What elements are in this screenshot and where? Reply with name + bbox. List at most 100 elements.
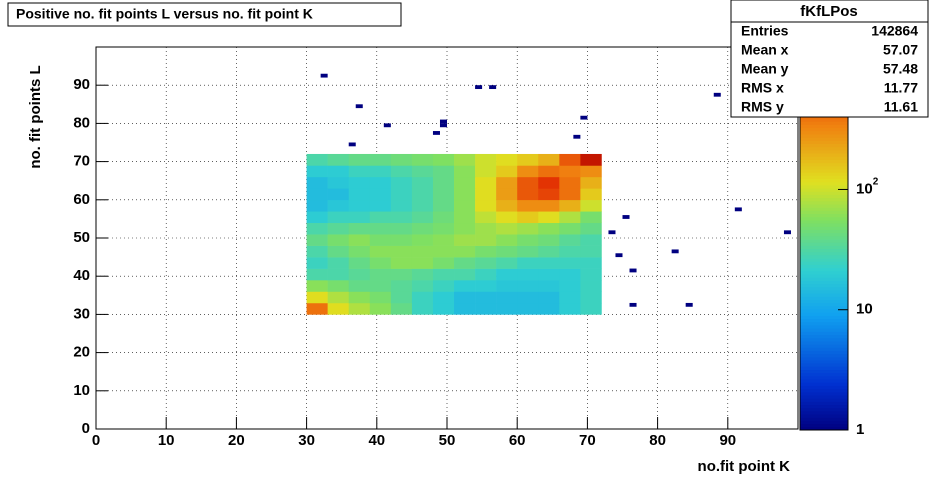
y-tick-label: 90	[73, 76, 90, 93]
palette-step	[800, 394, 848, 399]
heatmap-cell	[306, 153, 328, 166]
palette-step	[800, 404, 848, 409]
heatmap-cell	[496, 302, 518, 315]
isolated-bin	[432, 131, 440, 135]
heatmap-cell	[475, 234, 497, 246]
heatmap-cell	[327, 176, 350, 189]
isolated-bin	[783, 230, 791, 235]
palette-step	[800, 426, 848, 431]
z-tick-label: 102	[856, 176, 879, 197]
heatmap-cell	[517, 302, 539, 315]
heatmap-cell	[580, 291, 602, 304]
heatmap-cell	[475, 188, 497, 201]
heatmap-cell	[517, 165, 539, 178]
x-tick-label: 30	[298, 432, 315, 449]
palette-step	[800, 334, 848, 339]
heatmap-cell	[306, 188, 328, 201]
plot-area: 0 10 20 30 40 50 60 70 80 90 0 10 20 30 40 50 60 70 80 90	[73, 46, 799, 449]
heatmap-cell	[432, 199, 455, 212]
isolated-bin	[439, 119, 447, 124]
palette-step	[800, 121, 848, 125]
palette-step	[800, 149, 848, 154]
heatmap-cell	[390, 234, 413, 246]
palette-step	[800, 191, 848, 195]
heatmap-cell	[580, 188, 602, 201]
palette-step	[800, 388, 848, 393]
heatmap-cell	[306, 199, 328, 212]
heatmap-cell	[496, 245, 518, 258]
heatmap-cell	[475, 280, 497, 292]
heatmap-cell	[348, 234, 371, 246]
palette-step	[800, 203, 848, 208]
title-box	[7, 2, 402, 27]
palette-step	[800, 226, 848, 230]
palette-step	[800, 286, 848, 291]
heatmap-cell	[411, 302, 434, 315]
heatmap-cell	[432, 245, 455, 258]
palette-step	[800, 344, 848, 348]
heatmap-cell	[327, 165, 350, 178]
heatmap-cell	[327, 188, 350, 201]
heatmap-cell	[475, 268, 497, 281]
heatmap-cell	[411, 291, 434, 304]
palette-step	[800, 312, 848, 316]
heatmap-cell	[432, 302, 455, 315]
palette-step	[800, 143, 848, 148]
heatmap-cell	[454, 245, 476, 258]
heatmap-cell	[411, 165, 434, 178]
heatmap-cell	[559, 302, 581, 315]
palette-step	[800, 213, 848, 218]
heatmap-cell	[411, 153, 434, 166]
palette-step	[800, 366, 848, 371]
heatmap-cell	[475, 257, 497, 269]
heatmap-cell	[454, 222, 476, 235]
heatmap-cell	[306, 245, 328, 258]
y-tick-label: 0	[82, 420, 90, 437]
z-tick-label: 1	[856, 421, 864, 438]
y-tick-label: 40	[73, 267, 90, 284]
palette-step	[800, 127, 848, 132]
heatmap-cell	[348, 302, 371, 315]
palette-step	[800, 267, 848, 272]
palette-step	[800, 420, 848, 425]
y-tick-label: 30	[73, 305, 90, 322]
palette-step	[800, 410, 848, 415]
x-tick-label: 20	[228, 432, 245, 449]
palette-step	[800, 258, 848, 262]
heatmap-cell	[475, 222, 497, 235]
heatmap-cell	[538, 302, 560, 315]
heatmap-cell	[475, 302, 497, 315]
heatmap-cell	[538, 211, 560, 224]
heatmap-cell	[559, 291, 581, 304]
heatmap-cell	[411, 257, 434, 269]
y-tick-label: 80	[73, 114, 90, 131]
heatmap-cell	[432, 165, 455, 178]
heatmap-cell	[580, 245, 602, 258]
heatmap-cell	[348, 245, 371, 258]
heatmap-cell	[496, 153, 518, 166]
heatmap-cell	[390, 176, 413, 189]
palette-step	[800, 219, 848, 224]
heatmap-cell	[559, 222, 581, 235]
heatmap-cell	[348, 222, 371, 235]
heatmap-cell	[390, 188, 413, 201]
plot-frame	[95, 46, 799, 430]
heatmap-cell	[475, 199, 497, 212]
heatmap-cell	[327, 234, 350, 246]
palette-step	[800, 165, 848, 170]
palette-step	[800, 296, 848, 300]
heatmap-cell	[580, 211, 602, 224]
palette-step	[800, 283, 848, 288]
heatmap-cell	[369, 257, 392, 269]
heatmap-cell	[496, 211, 518, 224]
heatmap-cell	[432, 188, 455, 201]
z-tick-base: 10	[856, 180, 873, 197]
palette-step	[800, 398, 848, 402]
heatmap-cell	[327, 291, 350, 304]
palette-step	[800, 261, 848, 265]
palette-step	[800, 235, 848, 240]
heatmap-cell	[580, 302, 602, 315]
heatmap-cell	[517, 199, 539, 212]
heatmap-cell	[327, 211, 350, 224]
stats-label: RMS y	[741, 99, 784, 115]
